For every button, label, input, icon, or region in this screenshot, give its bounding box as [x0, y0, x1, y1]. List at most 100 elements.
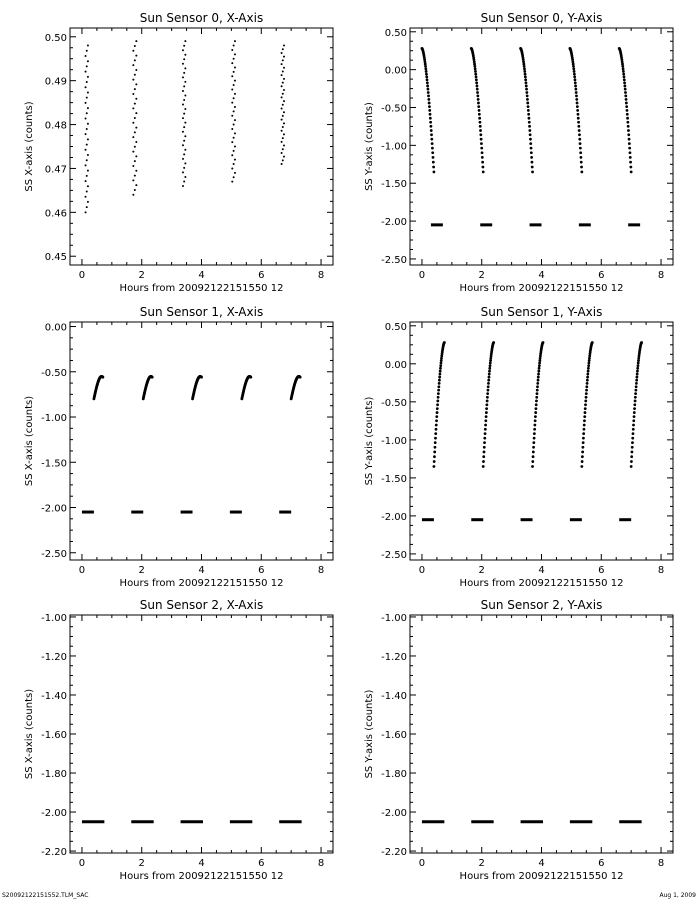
data-point	[86, 169, 89, 172]
data-point	[281, 137, 284, 140]
plot-frame	[69, 614, 334, 854]
data-point	[132, 150, 135, 153]
data-point	[533, 427, 537, 431]
data-point	[132, 49, 135, 52]
data-point	[575, 94, 578, 98]
data-point	[181, 144, 184, 147]
data-point	[585, 388, 588, 392]
data-point	[538, 359, 542, 362]
y-tick-label: -2.50	[381, 255, 407, 266]
x-tick-label: 6	[258, 565, 264, 576]
y-tick-label: -1.00	[381, 436, 407, 447]
chart-title: Sun Sensor 2, X-Axis	[140, 598, 263, 612]
data-point	[438, 375, 442, 379]
data-point	[580, 170, 584, 174]
x-tick-label: 4	[538, 270, 544, 281]
data-point	[184, 80, 187, 83]
y-tick-label: -0.50	[381, 398, 407, 409]
y-axis-label: SS Y-axis (counts)	[364, 396, 375, 485]
data-point	[132, 136, 135, 139]
data-point	[184, 121, 187, 124]
data-point	[476, 97, 480, 101]
data-point	[436, 399, 440, 403]
data-point	[280, 140, 283, 143]
data-point	[631, 427, 635, 431]
data-point	[431, 160, 435, 164]
data-point	[582, 427, 586, 431]
data-point	[428, 116, 432, 120]
data-point	[631, 436, 635, 440]
data-point	[433, 455, 436, 459]
data-point	[572, 70, 576, 73]
data-point	[476, 94, 480, 98]
data-point	[474, 78, 478, 82]
data-point	[85, 174, 88, 177]
data-point	[629, 165, 633, 169]
data-point	[572, 67, 576, 71]
data-point	[233, 145, 236, 148]
data-point	[282, 155, 285, 158]
data-point	[531, 465, 534, 468]
chart-panel-2: Sun Sensor 1, X-Axis 0 2 4 6 8 0.00 -0.50 -1.00 -…	[24, 305, 334, 589]
data-point	[428, 112, 432, 116]
data-point	[231, 75, 234, 78]
x-axis-label: Hours from 20092122151550 12	[120, 283, 284, 294]
data-point	[232, 84, 235, 87]
data-point	[624, 91, 627, 94]
data-point	[135, 112, 138, 115]
data-point	[249, 375, 253, 379]
plot-frame	[409, 27, 674, 266]
data-point	[84, 211, 87, 214]
data-point	[426, 84, 430, 88]
data-point	[636, 366, 640, 370]
data-point	[483, 436, 487, 440]
data-point	[181, 103, 184, 106]
x-tick-label: 8	[318, 858, 324, 869]
data-point	[623, 87, 627, 91]
data-point	[132, 64, 135, 67]
data-point	[579, 155, 583, 159]
data-point	[481, 170, 485, 174]
data-point	[86, 75, 89, 78]
data-point	[232, 97, 235, 100]
x-tick-label: 2	[479, 565, 485, 576]
data-point	[575, 97, 579, 101]
data-point	[442, 341, 446, 344]
data-point	[632, 415, 636, 419]
data-point	[435, 411, 439, 414]
data-point	[84, 195, 87, 198]
x-tick-label: 2	[139, 565, 145, 576]
data-point	[632, 423, 635, 427]
data-point	[521, 58, 525, 62]
data-point	[233, 66, 236, 69]
data-point	[578, 142, 582, 146]
chart-panel-4: Sun Sensor 2, X-Axis 0 2 4 6 8 -1.00 -1.20 -1.40…	[24, 598, 334, 882]
data-point	[482, 460, 485, 463]
data-point	[183, 58, 186, 61]
data-point	[133, 145, 136, 148]
data-point	[474, 72, 478, 76]
data-point	[86, 185, 89, 188]
data-point	[479, 129, 482, 132]
data-point	[183, 112, 186, 115]
data-point	[282, 55, 285, 58]
data-point	[475, 84, 479, 88]
x-axis-label: Hours from 20092122151550 12	[120, 578, 284, 589]
data-point	[135, 83, 138, 86]
data-point	[84, 133, 87, 136]
plot-frame	[409, 614, 674, 854]
data-point	[425, 75, 429, 79]
data-point	[432, 170, 436, 174]
chart-panel-1: Sun Sensor 0, Y-Axis 0 2 4 6 8 0.50 0.00 -0.50 -1…	[364, 11, 674, 294]
data-point	[181, 185, 184, 187]
data-point	[633, 403, 637, 407]
data-point	[523, 72, 527, 76]
data-point	[623, 84, 627, 88]
data-point	[184, 108, 187, 111]
data-point	[577, 129, 581, 132]
data-point	[533, 423, 537, 427]
data-point	[281, 114, 284, 117]
data-point	[280, 63, 283, 66]
data-point	[572, 72, 576, 76]
data-point	[430, 137, 434, 141]
